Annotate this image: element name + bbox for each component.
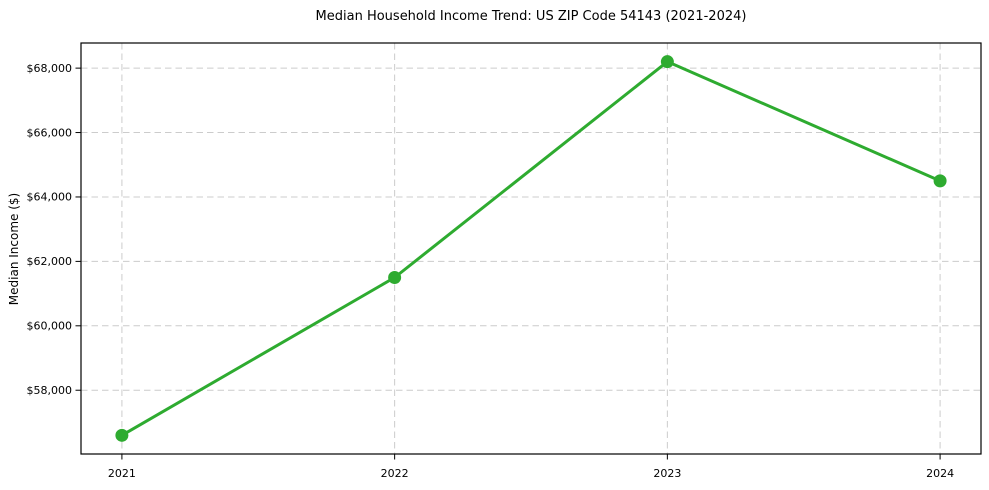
data-point-marker [933,174,947,188]
x-tick-label: 2022 [381,467,409,480]
plot-border [80,42,982,455]
y-tick-label: $62,000 [27,255,73,268]
x-tick-label: 2024 [926,467,954,480]
x-tick-label: 2021 [108,467,136,480]
y-tick-label: $68,000 [27,62,73,75]
x-tick-label: 2023 [653,467,681,480]
data-point-marker [660,55,674,69]
y-tick-label: $58,000 [27,384,73,397]
data-point-marker [388,270,402,284]
y-tick-label: $66,000 [27,126,73,139]
data-point-marker [115,428,129,442]
chart-title: Median Household Income Trend: US ZIP Co… [315,9,747,24]
trend-line [120,60,942,437]
y-tick-label: $60,000 [27,320,73,333]
y-tick-label: $64,000 [27,191,73,204]
